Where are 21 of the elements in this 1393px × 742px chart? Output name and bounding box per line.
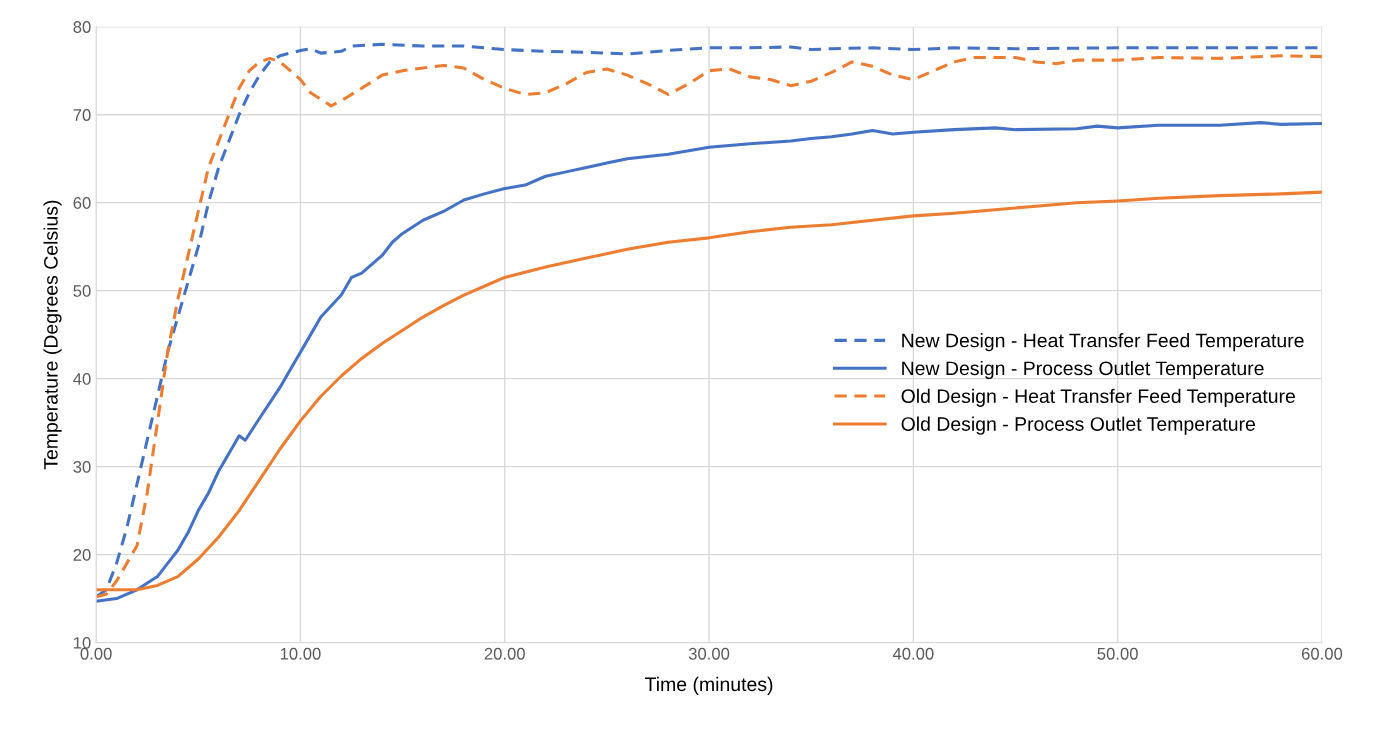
y-tick-label: 60 <box>73 197 91 209</box>
y-tick-label: 80 <box>73 21 91 33</box>
legend-label: Old Design - Heat Transfer Feed Temperature <box>901 388 1295 407</box>
y-axis-title: Temperature (Degrees Celsius) <box>43 200 62 470</box>
y-tick-label: 40 <box>73 373 91 385</box>
x-tick-label: 10.00 <box>280 647 321 660</box>
legend-label: New Design - Heat Transfer Feed Temperature <box>902 333 1304 352</box>
legend-label: Old Design - Process Outlet Temperature <box>901 416 1255 435</box>
x-tick-label: 50.00 <box>1097 647 1138 660</box>
x-tick-label: 0.00 <box>80 647 112 660</box>
x-tick-label: 60.00 <box>1301 647 1343 660</box>
x-tick-label: 20.00 <box>484 647 525 660</box>
legend-label: New Design - Process Outlet Temperature <box>902 360 1264 380</box>
y-tick-label: 30 <box>73 461 91 473</box>
y-tick-label: 50 <box>73 285 91 297</box>
y-tick-label: 70 <box>73 109 91 121</box>
x-axis-title: Time (minutes) <box>645 676 773 695</box>
y-tick-label: 10 <box>73 636 91 649</box>
x-tick-label: 30.00 <box>688 647 730 660</box>
x-tick-label: 40.00 <box>892 647 934 660</box>
y-tick-label: 20 <box>73 548 91 561</box>
